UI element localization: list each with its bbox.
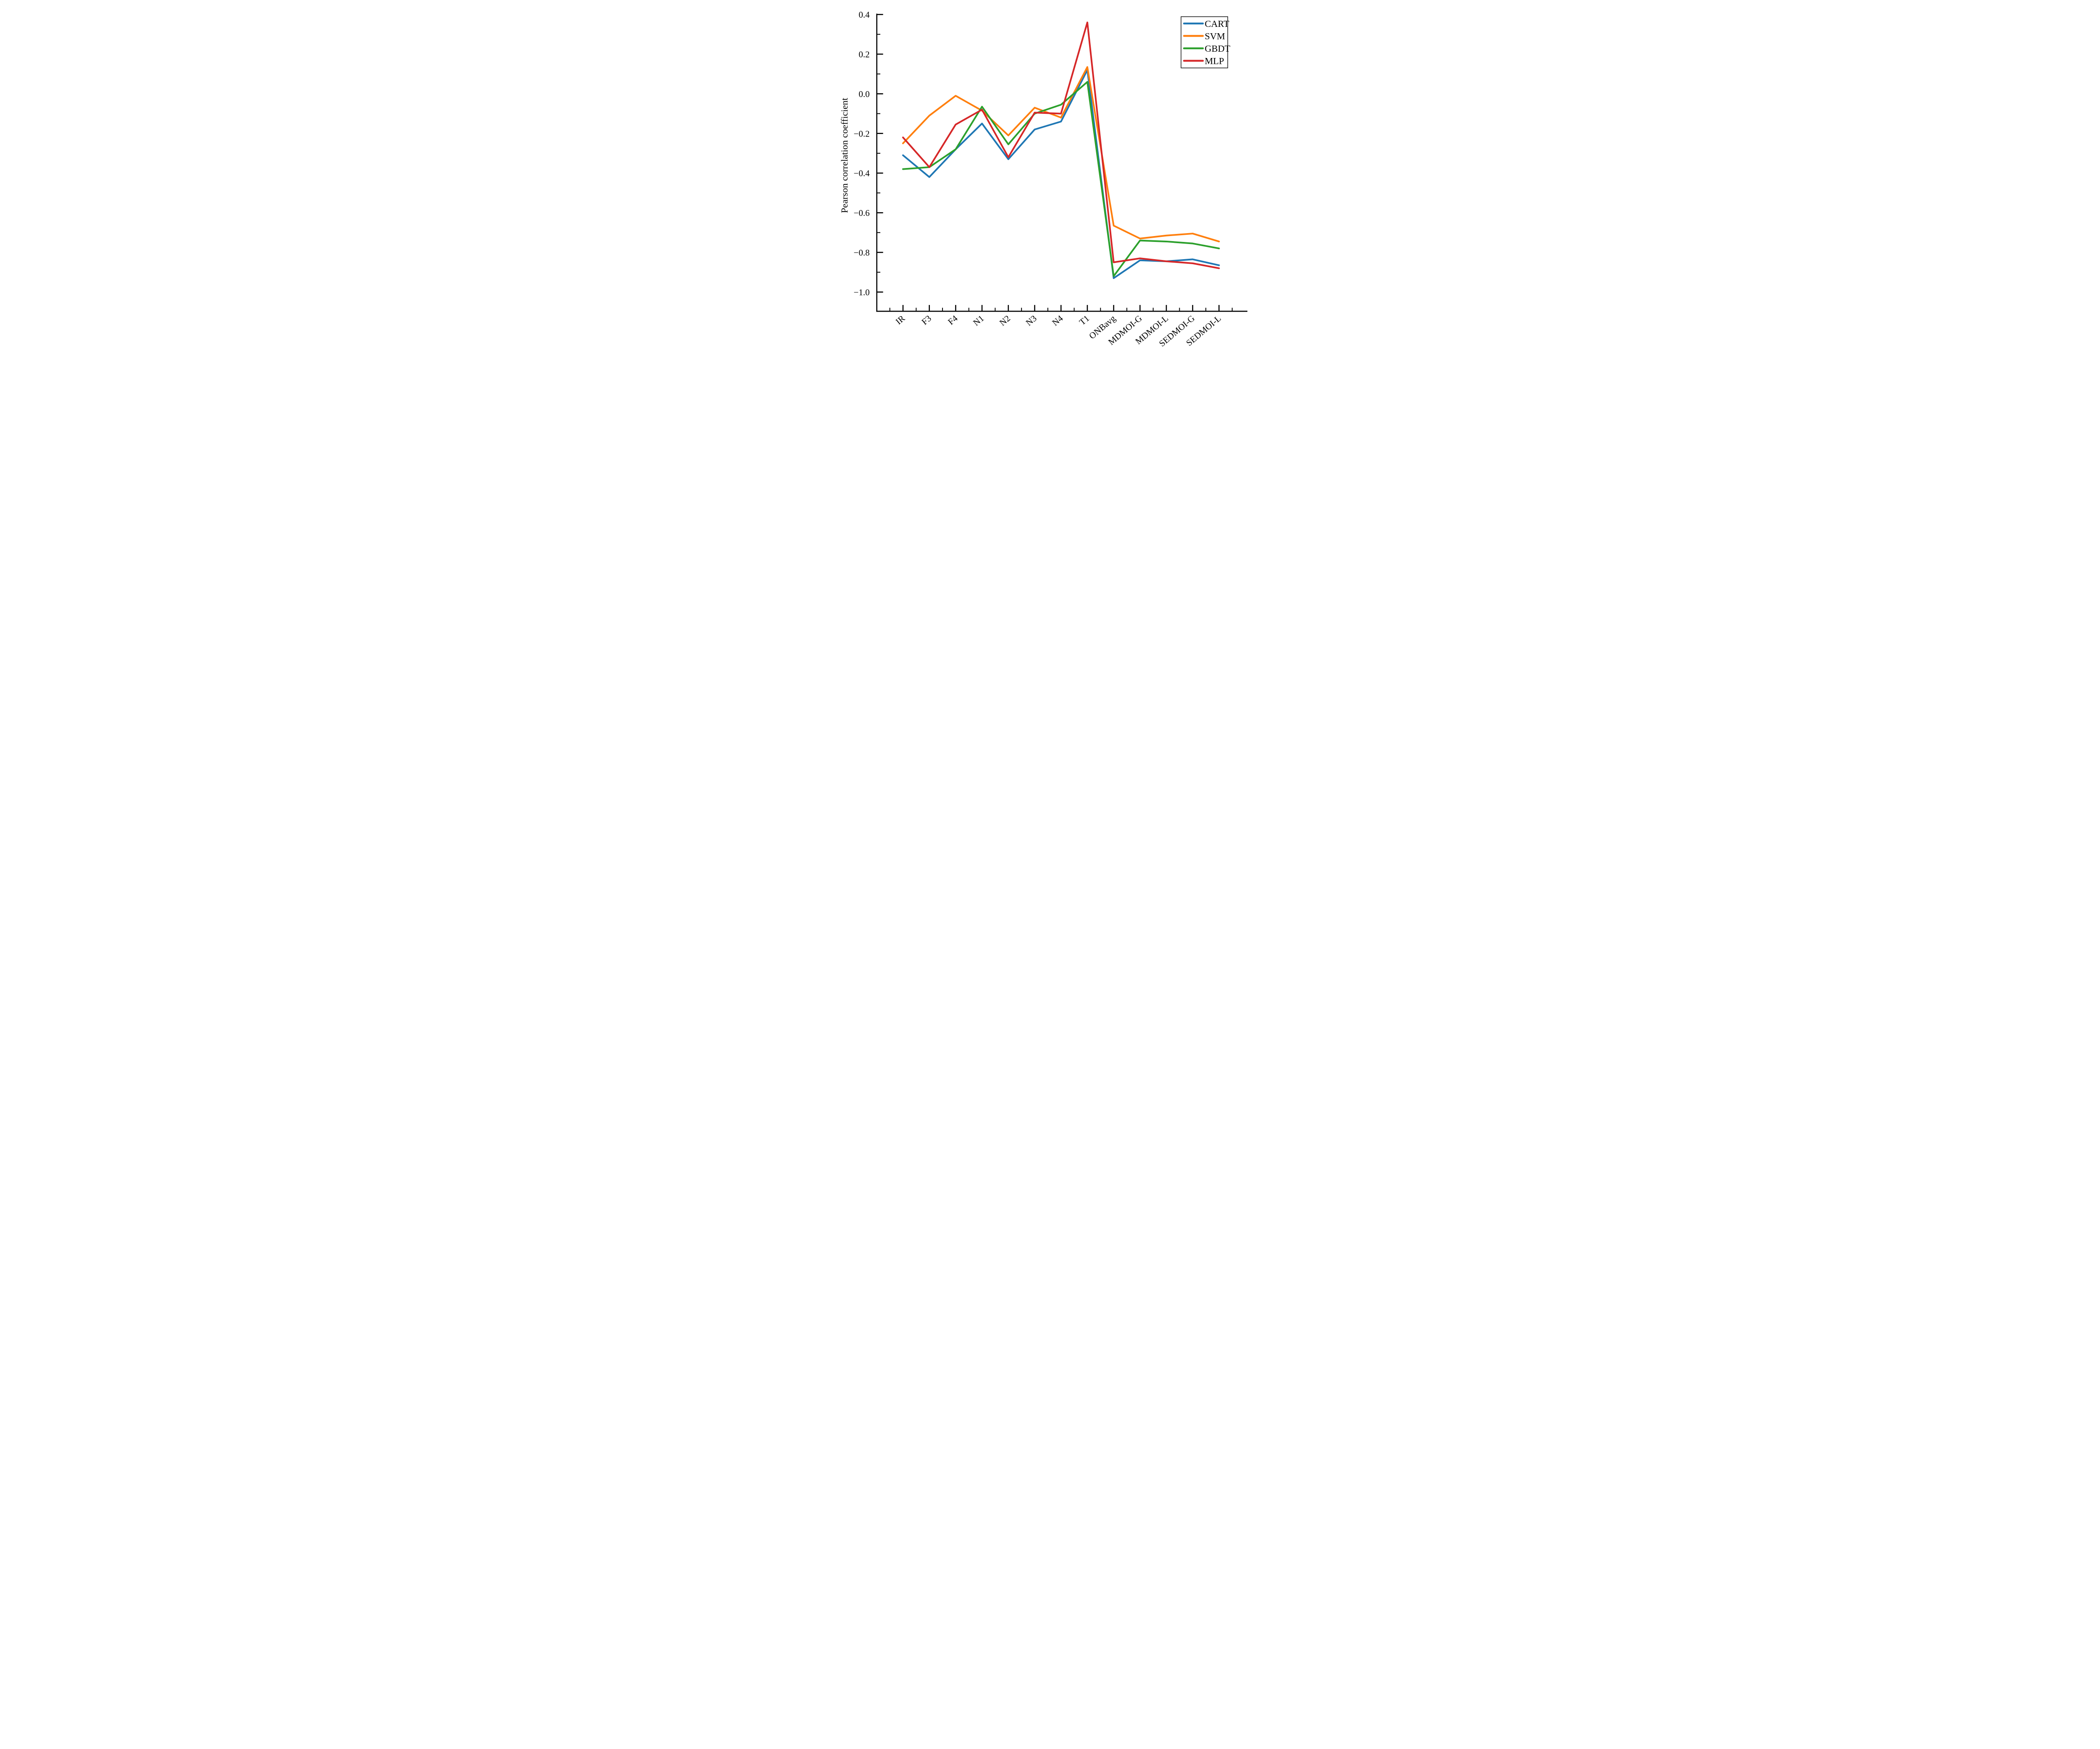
y-axis-title: Pearson correlation coefficient [839, 97, 850, 213]
chart-figure: 0.4 0.2 0.0 −0.2 −0.4 −0.6 −0.8 −1.0 IR F3 F4 N1 N2 N… [834, 0, 1266, 350]
series-line-GBDT [902, 81, 1220, 277]
legend-label-SVM: SVM [1205, 31, 1225, 42]
y-tick-label: −1.0 [853, 287, 869, 297]
y-tick-label: −0.2 [853, 129, 869, 139]
y-tick-label: 0.2 [858, 50, 869, 60]
y-tick-label: −0.8 [853, 248, 869, 258]
y-tick-label: −0.4 [853, 168, 870, 179]
legend-box [1180, 16, 1228, 68]
y-tick-label: 0.0 [858, 89, 869, 99]
y-tick-label: 0.4 [858, 10, 870, 20]
series-line-MLP [902, 21, 1220, 269]
series-line-SVM [902, 66, 1220, 242]
y-tick-label: −0.6 [853, 208, 869, 218]
legend-label-GBDT: GBDT [1205, 43, 1230, 54]
legend-label-MLP: MLP [1205, 56, 1224, 66]
legend-label-CART: CART [1205, 18, 1229, 29]
line-chart: 0.40.20.0−0.2−0.4−0.6−0.8−1.0IR F3 F4 N1 N2 N… [834, 0, 1266, 350]
